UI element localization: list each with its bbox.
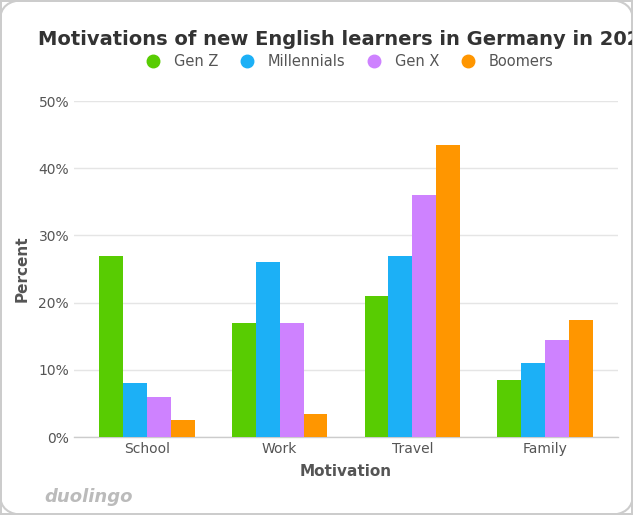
Y-axis label: Percent: Percent [15, 236, 30, 302]
Bar [147, 397, 171, 437]
Bar [412, 195, 436, 437]
Legend: Gen Z, Millennials, Gen X, Boomers: Gen Z, Millennials, Gen X, Boomers [133, 48, 559, 75]
Bar [545, 340, 569, 437]
X-axis label: Motivation: Motivation [300, 465, 392, 479]
Title: Motivations of new English learners in Germany in 2022: Motivations of new English learners in G… [38, 30, 633, 49]
Bar [280, 323, 303, 437]
Bar [232, 323, 256, 437]
Bar [436, 145, 460, 437]
Bar [99, 255, 123, 437]
Bar [365, 296, 389, 437]
Bar [171, 420, 195, 437]
Bar [303, 414, 327, 437]
Bar [569, 319, 592, 437]
Bar [123, 383, 147, 437]
Bar [256, 262, 280, 437]
Text: duolingo: duolingo [44, 488, 133, 506]
Bar [389, 255, 412, 437]
Bar [498, 380, 521, 437]
Bar [521, 363, 545, 437]
